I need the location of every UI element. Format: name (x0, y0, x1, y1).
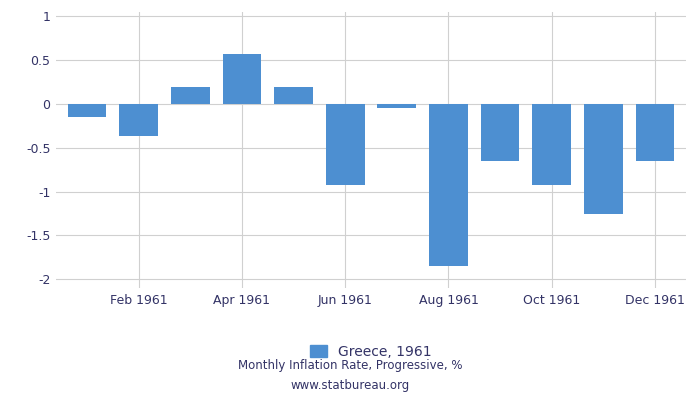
Bar (377, 104, 416, 108)
Legend: Greece, 1961: Greece, 1961 (310, 345, 432, 359)
Bar (68, 104, 106, 117)
Bar (429, 104, 468, 266)
Bar (584, 104, 623, 214)
Bar (636, 104, 674, 161)
Bar (326, 104, 365, 186)
Bar (274, 87, 313, 104)
Text: Monthly Inflation Rate, Progressive, %: Monthly Inflation Rate, Progressive, % (238, 360, 462, 372)
Bar (533, 104, 571, 186)
Bar (223, 54, 261, 104)
Bar (171, 87, 209, 104)
Bar (119, 104, 158, 136)
Text: www.statbureau.org: www.statbureau.org (290, 380, 410, 392)
Bar (481, 104, 519, 161)
